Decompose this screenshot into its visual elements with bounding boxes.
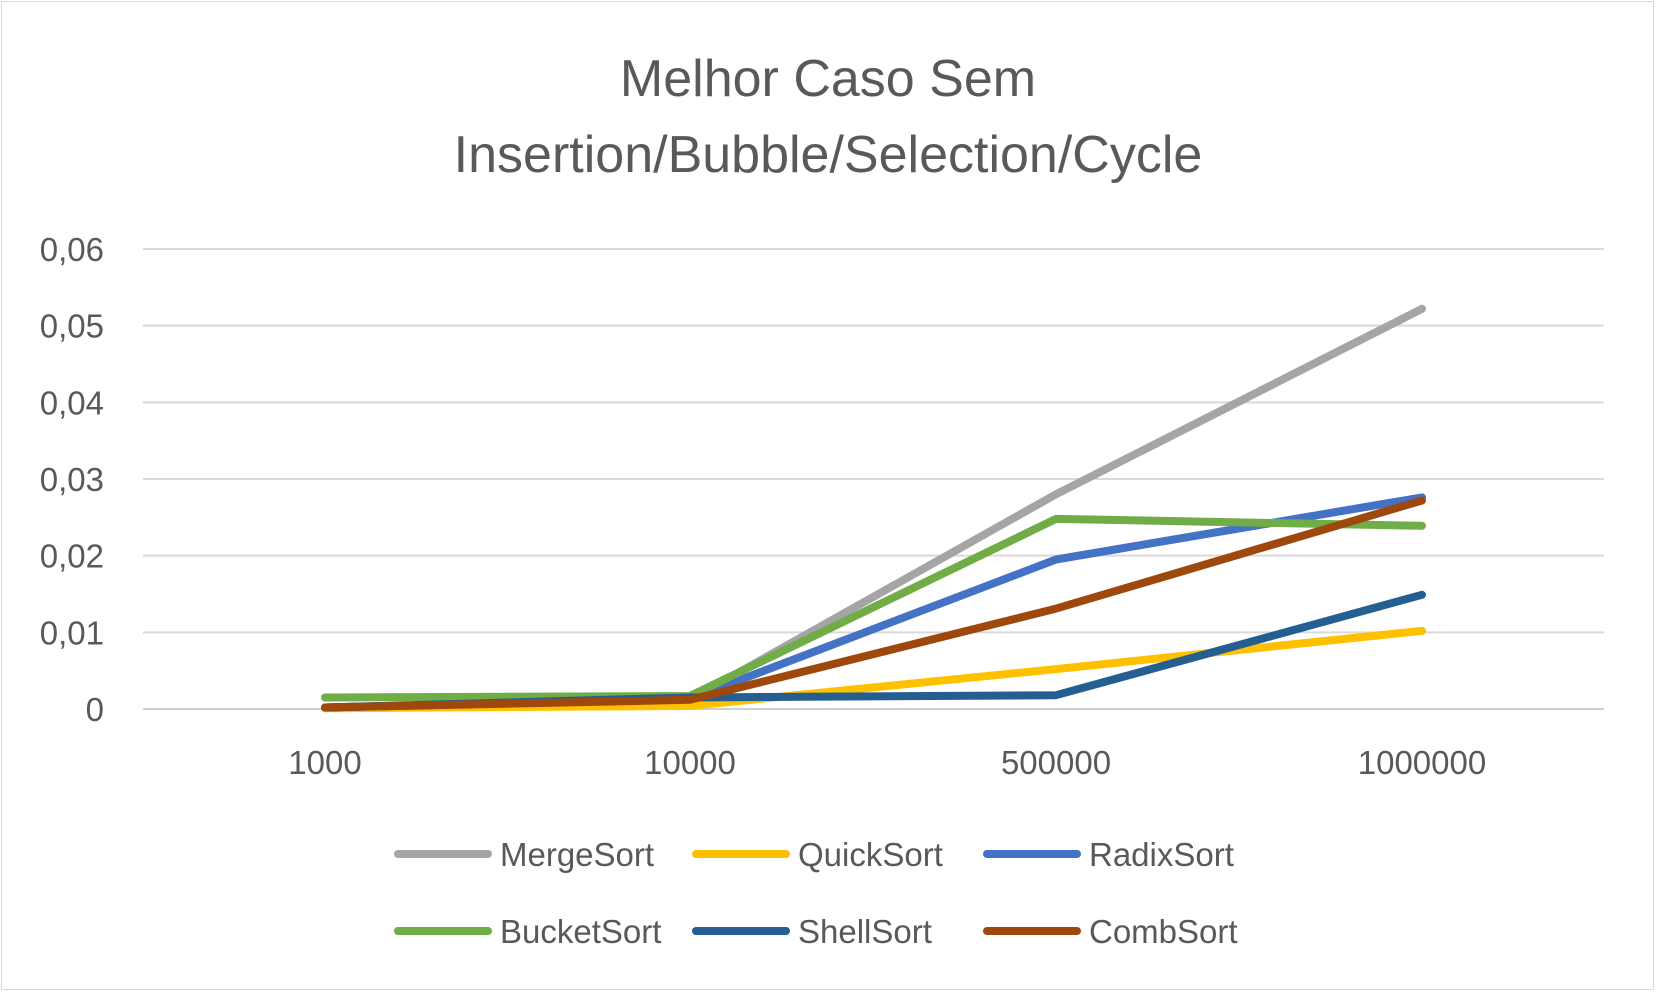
legend-item-shellsort: ShellSort <box>692 913 932 950</box>
series-line-bucketsort <box>321 514 1426 702</box>
gridlines <box>143 248 1604 710</box>
y-tick-label: 0,03 <box>40 461 104 498</box>
x-tick-label: 1000000 <box>1358 744 1486 781</box>
x-tick-label: 10000 <box>644 744 736 781</box>
y-axis-ticks: 0 0,01 0,02 0,03 0,04 0,05 0,06 <box>40 231 104 728</box>
y-tick-label: 0,01 <box>40 614 104 651</box>
legend-label: RadixSort <box>1089 836 1234 873</box>
legend-label: ShellSort <box>798 913 932 950</box>
y-tick-label: 0,05 <box>40 308 104 345</box>
legend-label: MergeSort <box>500 836 654 873</box>
x-tick-label: 500000 <box>1001 744 1111 781</box>
chart-subtitle: Insertion/Bubble/Selection/Cycle <box>454 126 1203 184</box>
chart-title: Melhor Caso Sem <box>620 50 1036 108</box>
y-tick-label: 0,06 <box>40 231 104 268</box>
y-tick-label: 0,04 <box>40 384 104 421</box>
x-tick-label: 1000 <box>288 744 361 781</box>
legend-item-bucketsort: BucketSort <box>394 913 661 950</box>
legend: MergeSort QuickSort RadixSort BucketSort She… <box>394 836 1238 950</box>
legend-label: BucketSort <box>500 913 661 950</box>
series-lines <box>321 304 1426 713</box>
legend-item-mergesort: MergeSort <box>394 836 654 873</box>
legend-label: CombSort <box>1089 913 1238 950</box>
x-axis-ticks: 1000 10000 500000 1000000 <box>288 744 1486 781</box>
y-tick-label: 0,02 <box>40 538 104 575</box>
legend-item-combsort: CombSort <box>983 913 1238 950</box>
series-line-radixsort <box>321 493 1426 712</box>
legend-item-quicksort: QuickSort <box>692 836 943 873</box>
y-tick-label: 0 <box>86 691 104 728</box>
legend-item-radixsort: RadixSort <box>983 836 1234 873</box>
series-line-combsort <box>321 496 1426 712</box>
legend-label: QuickSort <box>798 836 943 873</box>
